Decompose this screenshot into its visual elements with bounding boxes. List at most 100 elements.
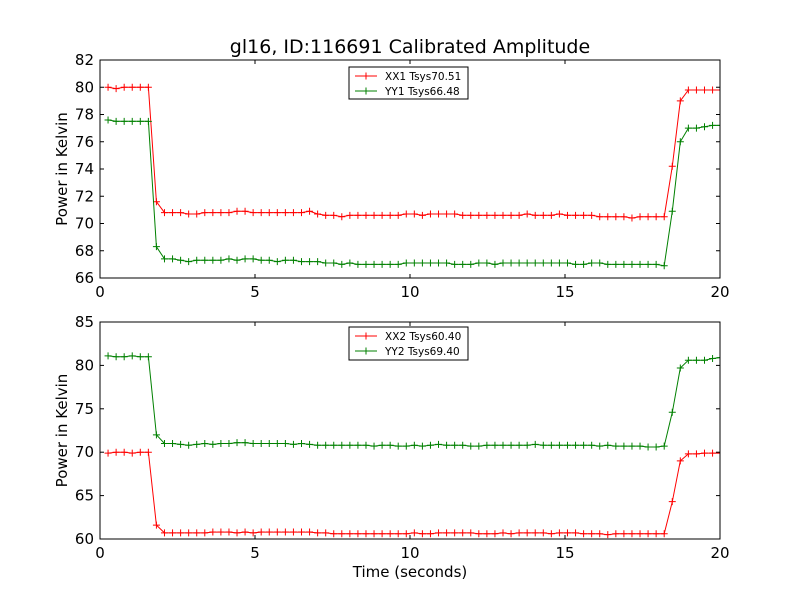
data-point xyxy=(660,262,668,270)
data-point xyxy=(306,207,314,215)
data-point xyxy=(443,210,451,218)
data-point xyxy=(475,442,483,450)
data-point xyxy=(451,260,459,268)
data-point xyxy=(547,211,555,219)
data-point xyxy=(225,528,233,536)
data-point xyxy=(281,528,289,536)
data-point xyxy=(499,441,507,449)
data-point xyxy=(539,529,547,537)
data-point xyxy=(410,441,418,449)
legend-box xyxy=(348,326,469,361)
data-point xyxy=(636,442,644,450)
data-point xyxy=(644,260,652,268)
data-point xyxy=(354,260,362,268)
data-point xyxy=(209,256,217,264)
data-point xyxy=(572,211,580,219)
data-point xyxy=(644,213,652,221)
data-point xyxy=(426,530,434,538)
data-point xyxy=(362,211,370,219)
y-tick-label: 82 xyxy=(75,51,94,69)
data-point xyxy=(346,530,354,538)
data-point xyxy=(265,256,273,264)
data-point xyxy=(298,258,305,266)
data-point xyxy=(306,528,314,536)
data-point xyxy=(716,354,720,362)
data-point xyxy=(249,440,257,448)
data-point xyxy=(120,353,128,361)
data-point xyxy=(370,260,378,268)
data-point xyxy=(547,441,555,449)
data-point xyxy=(322,259,330,267)
data-point xyxy=(684,124,692,132)
data-point xyxy=(467,529,475,537)
y-tick-label: 60 xyxy=(75,530,94,548)
y-tick-label: 66 xyxy=(75,269,94,287)
data-point xyxy=(692,86,700,94)
data-point xyxy=(233,256,241,264)
data-point xyxy=(241,439,249,447)
data-point xyxy=(555,210,563,218)
data-point xyxy=(692,124,700,132)
data-point xyxy=(588,530,596,538)
data-point xyxy=(177,256,185,264)
data-point xyxy=(701,449,708,457)
data-point xyxy=(475,530,483,538)
data-point xyxy=(177,529,185,537)
data-point xyxy=(346,441,354,449)
data-point xyxy=(716,86,720,94)
data-point xyxy=(169,255,177,263)
data-point xyxy=(370,530,378,538)
data-point xyxy=(169,209,177,217)
series-line-2-2 xyxy=(108,355,720,448)
data-point xyxy=(322,529,330,537)
data-point xyxy=(185,210,193,218)
data-point xyxy=(716,121,720,129)
data-point xyxy=(120,117,128,125)
data-point xyxy=(515,211,523,219)
data-point xyxy=(306,258,314,266)
legend-label: XX1 Tsys70.51 xyxy=(385,71,461,83)
data-point xyxy=(491,211,499,219)
y-tick-label: 75 xyxy=(75,400,94,418)
y-tick-label: 80 xyxy=(75,78,94,96)
data-point xyxy=(281,440,289,448)
data-point xyxy=(281,256,289,264)
data-point xyxy=(152,521,160,529)
data-point xyxy=(555,259,563,267)
data-point xyxy=(443,529,451,537)
data-point xyxy=(531,211,539,219)
data-point xyxy=(160,209,168,217)
data-point xyxy=(177,440,185,448)
data-point xyxy=(370,211,378,219)
data-point xyxy=(555,529,563,537)
data-point xyxy=(636,213,644,221)
data-point xyxy=(257,440,265,448)
data-point xyxy=(378,211,386,219)
data-point xyxy=(338,213,346,221)
data-point xyxy=(701,356,708,364)
data-point xyxy=(314,258,322,266)
data-point xyxy=(709,86,717,94)
data-point xyxy=(273,440,281,448)
legend-label: XX2 Tsys60.40 xyxy=(385,331,461,343)
data-point xyxy=(451,529,459,537)
data-point xyxy=(523,529,531,537)
data-point xyxy=(193,529,201,537)
data-point xyxy=(620,260,628,268)
legend-label: YY2 Tsys69.40 xyxy=(384,346,460,358)
chart-title: gl16, ID:116691 Calibrated Amplitude xyxy=(230,36,590,58)
data-point xyxy=(314,210,322,218)
data-point xyxy=(684,86,692,94)
data-point xyxy=(483,530,491,538)
data-point xyxy=(709,354,717,362)
data-point xyxy=(467,442,475,450)
plot-area xyxy=(104,352,720,539)
data-point xyxy=(523,210,531,218)
data-point xyxy=(378,530,386,538)
data-point xyxy=(467,211,475,219)
data-point xyxy=(628,530,636,538)
data-point xyxy=(539,441,547,449)
data-point xyxy=(604,213,612,221)
data-point xyxy=(676,364,684,372)
data-point xyxy=(555,441,563,449)
